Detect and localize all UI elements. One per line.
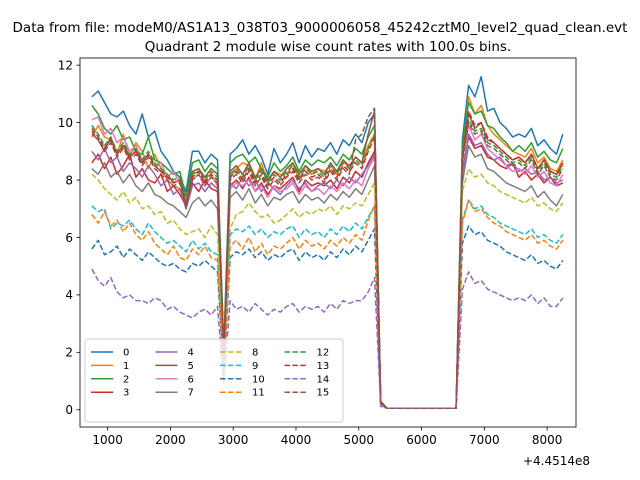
series-line-5 xyxy=(91,110,564,410)
x-tick-label: 7000 xyxy=(469,433,500,447)
legend-box xyxy=(84,338,344,423)
x-offset-label: +4.4514e8 xyxy=(523,454,590,468)
legend-label-15: 15 xyxy=(317,388,330,399)
legend-label-3: 3 xyxy=(123,388,129,399)
legend-label-9: 9 xyxy=(252,361,258,372)
legend-label-0: 0 xyxy=(123,348,129,359)
legend-label-6: 6 xyxy=(188,374,194,385)
legend-label-7: 7 xyxy=(188,388,194,399)
figure-suptitle: Data from file: modeM0/AS1A13_038T03_900… xyxy=(13,20,628,36)
axes-frame xyxy=(79,57,577,428)
series-line-13 xyxy=(91,110,564,410)
x-tick-label: 4000 xyxy=(281,433,312,447)
series-line-15 xyxy=(91,107,564,410)
legend-label-2: 2 xyxy=(123,374,129,385)
series-line-6 xyxy=(91,116,564,410)
plot-area xyxy=(91,75,564,410)
series-line-8 xyxy=(91,167,564,410)
legend-label-4: 4 xyxy=(188,348,194,359)
y-tick-label: 2 xyxy=(65,346,73,360)
series-line-7 xyxy=(91,144,564,410)
series-line-4 xyxy=(91,133,564,410)
y-tick-label: 10 xyxy=(58,116,73,130)
series-line-14 xyxy=(91,268,564,410)
legend-label-1: 1 xyxy=(123,361,129,372)
series-line-2 xyxy=(91,101,564,410)
y-tick-label: 8 xyxy=(65,173,73,187)
legend-label-10: 10 xyxy=(252,374,265,385)
legend-label-8: 8 xyxy=(252,348,258,359)
x-tick-label: 6000 xyxy=(406,433,437,447)
legend-label-12: 12 xyxy=(317,348,330,359)
series-line-0 xyxy=(91,75,564,410)
series-line-9 xyxy=(91,199,564,410)
y-tick-label: 12 xyxy=(58,58,73,72)
y-tick-label: 6 xyxy=(65,231,73,245)
axis-ticks: 1000 2000 3000 4000 5000 6000 7000 800002468101… xyxy=(58,58,563,447)
series-line-11 xyxy=(91,199,564,410)
x-tick-label: 8000 xyxy=(532,433,563,447)
x-tick-label: 1000 xyxy=(92,433,123,447)
chart-title: Quadrant 2 module wise count rates with … xyxy=(145,39,511,55)
series-line-12 xyxy=(91,118,564,410)
legend-label-13: 13 xyxy=(317,361,330,372)
x-tick-label: 2000 xyxy=(155,433,186,447)
y-tick-label: 4 xyxy=(65,288,73,302)
series-line-10 xyxy=(91,225,564,410)
legend-label-14: 14 xyxy=(317,374,330,385)
x-tick-label: 3000 xyxy=(218,433,249,447)
x-tick-label: 5000 xyxy=(343,433,374,447)
legend-label-11: 11 xyxy=(252,388,265,399)
legend-label-5: 5 xyxy=(188,361,194,372)
y-tick-label: 0 xyxy=(65,403,73,417)
